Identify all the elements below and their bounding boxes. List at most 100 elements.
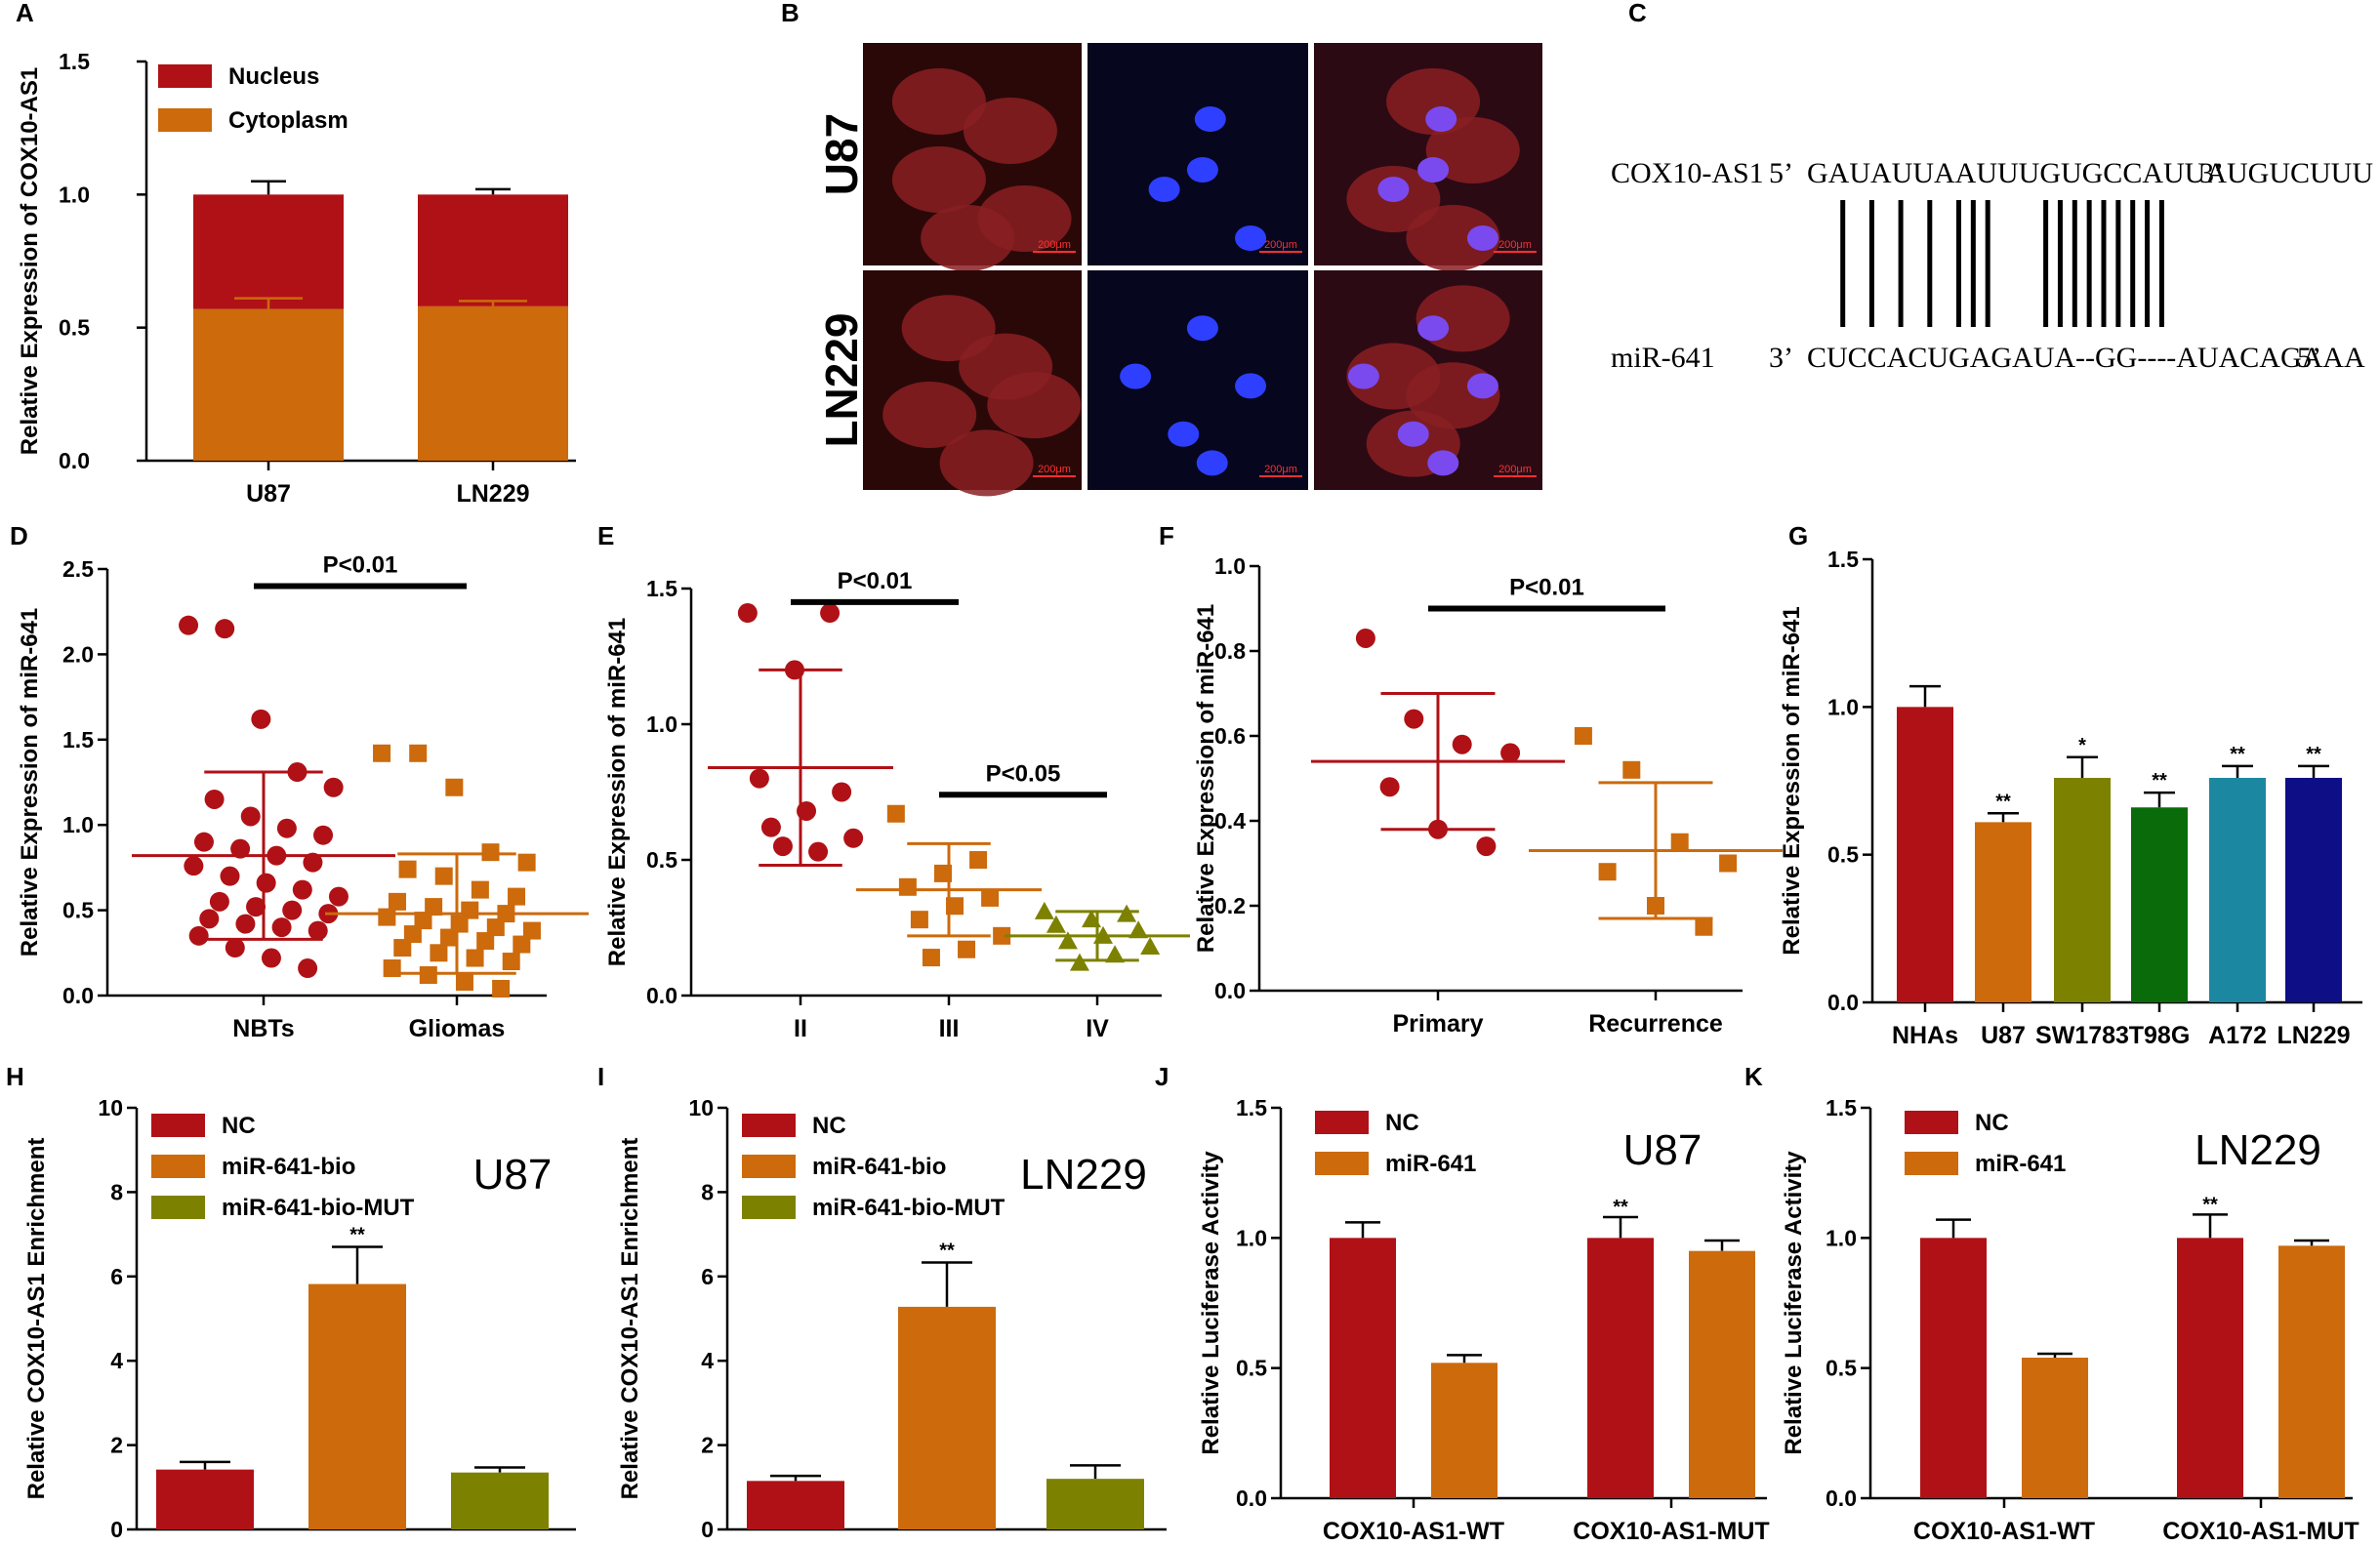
data-point: [1105, 945, 1126, 963]
data-point: [517, 853, 536, 872]
nucleus: [1186, 157, 1218, 183]
panel-letter: H: [6, 1062, 24, 1091]
data-point: [1719, 854, 1738, 873]
y-axis-label: Relative Expression of miR-641: [604, 618, 631, 966]
legend-swatch: [1315, 1152, 1369, 1175]
data-point: [388, 892, 406, 911]
y-tick-label: 1.0: [1214, 553, 1246, 579]
nucleus: [1466, 225, 1498, 251]
data-point: [425, 898, 443, 916]
y-axis-label: Relative Expression of miR-641: [17, 608, 43, 957]
data-point: [225, 938, 245, 958]
y-tick-label: 1.5: [1827, 547, 1859, 572]
y-tick-label: 1.5: [59, 49, 90, 74]
y-tick-label: 0.0: [646, 983, 677, 1008]
data-point: [486, 918, 505, 937]
scale-bar-label: 200μm: [1264, 239, 1297, 251]
cell-line-label: U87: [1623, 1126, 1703, 1174]
nucleus: [1196, 450, 1228, 476]
data-point: [969, 851, 988, 869]
data-point: [256, 873, 276, 893]
x-tick-label: COX10-AS1-WT: [1323, 1518, 1504, 1545]
y-axis-label: Relative Luciferase Activity: [1781, 1151, 1807, 1455]
y-tick-label: 2.5: [62, 556, 94, 582]
panel-letter: G: [1788, 521, 1808, 550]
y-axis-label: Relative Luciferase Activity: [1198, 1151, 1224, 1455]
x-tick-label: A172: [2208, 1022, 2267, 1049]
panel-letter: J: [1155, 1062, 1169, 1091]
data-point: [1140, 936, 1161, 955]
bar: [156, 1469, 254, 1529]
significance-stars: **: [1613, 1197, 1628, 1218]
panel-letter: K: [1744, 1062, 1763, 1091]
data-point: [373, 744, 391, 762]
nucleus: [1235, 373, 1267, 399]
y-tick-label: 1.0: [62, 812, 94, 837]
data-point: [910, 911, 928, 929]
cell-line-label: LN229: [2195, 1126, 2321, 1174]
x-tick-label: COX10-AS1-MUT: [2162, 1518, 2359, 1545]
cell-body: [882, 382, 977, 449]
legend-entry: miR-641-bio-MUT: [222, 1195, 415, 1221]
data-point: [403, 925, 422, 944]
nucleus: [1148, 177, 1180, 202]
data-point: [1670, 833, 1689, 851]
cell-body: [987, 372, 1082, 439]
y-axis-label: Relative COX10-AS1 Enrichment: [23, 1138, 50, 1500]
legend-swatch: [151, 1196, 205, 1219]
bar: [308, 1283, 406, 1529]
y-tick-label: 1.5: [62, 727, 94, 753]
significance-stars: **: [2230, 744, 2245, 765]
data-point: [440, 928, 459, 947]
data-point: [1695, 917, 1713, 936]
p-value-label: P<0.05: [986, 760, 1061, 787]
data-point: [393, 939, 412, 957]
x-tick-label: U87: [246, 480, 291, 508]
data-point: [760, 817, 781, 837]
strand-end: 3’: [1769, 342, 1793, 374]
data-point: [240, 806, 261, 827]
data-point: [471, 880, 489, 899]
cell-body: [891, 68, 986, 135]
nucleus: [1427, 450, 1459, 476]
data-point: [414, 912, 432, 930]
rna-name: COX10-AS1: [1611, 157, 1764, 189]
bar: [1431, 1363, 1498, 1498]
data-point: [1476, 836, 1497, 857]
x-tick-label: Primary: [1392, 1010, 1483, 1038]
legend-entry: NC: [1385, 1110, 1419, 1136]
legend-entry: miR-641-bio: [812, 1154, 946, 1180]
data-point: [1500, 743, 1521, 763]
legend-swatch: [1905, 1111, 1958, 1134]
data-point: [749, 768, 769, 789]
bar: [1897, 707, 1953, 1002]
data-point: [298, 958, 318, 979]
rna-name: miR-641: [1611, 342, 1715, 374]
legend-entry: Nucleus: [228, 63, 319, 90]
panel-letter: A: [16, 0, 34, 27]
data-point: [772, 836, 793, 857]
legend-swatch: [742, 1196, 796, 1219]
x-tick-label: Recurrence: [1588, 1010, 1723, 1038]
bar: [898, 1306, 996, 1529]
data-point: [188, 925, 209, 946]
row-label: U87: [816, 113, 867, 195]
data-point: [492, 980, 511, 998]
cell-body: [939, 429, 1034, 497]
data-point: [251, 709, 271, 729]
significance-stars: **: [349, 1225, 365, 1246]
cell-body: [1406, 205, 1500, 271]
data-point: [292, 879, 312, 900]
data-point: [282, 900, 303, 920]
y-tick-label: 0.5: [1827, 842, 1859, 868]
y-tick-label: 8: [110, 1179, 123, 1204]
y-tick-label: 6: [110, 1264, 123, 1289]
nucleus: [1397, 421, 1429, 447]
legend-swatch: [742, 1114, 796, 1137]
y-tick-label: 0.8: [1214, 638, 1246, 664]
legend-entry: NC: [1975, 1110, 2009, 1136]
x-tick-label: T98G: [2129, 1022, 2191, 1049]
y-tick-label: 2.0: [62, 641, 94, 667]
data-point: [808, 841, 829, 862]
y-tick-label: 0.0: [1214, 978, 1246, 1003]
